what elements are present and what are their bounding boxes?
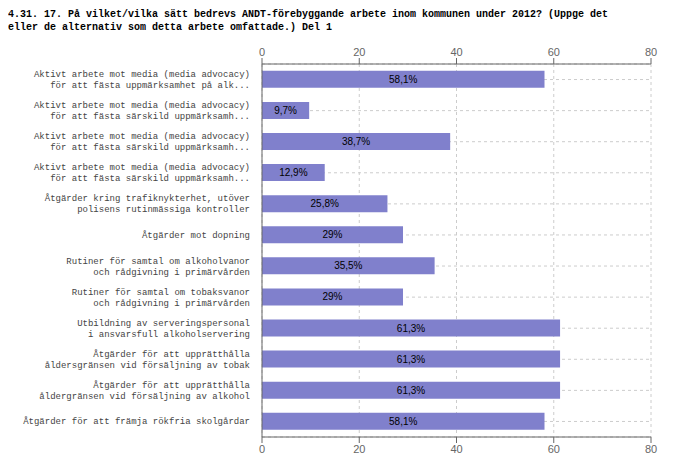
svg-text:Åtgärder mot dopning: Åtgärder mot dopning [142, 230, 250, 241]
svg-text:Aktivt arbete mot media (media: Aktivt arbete mot media (media advocacy)… [34, 101, 250, 122]
svg-text:0: 0 [259, 46, 265, 58]
svg-text:80: 80 [645, 46, 657, 58]
svg-text:Utbildning av serveringsperson: Utbildning av serveringspersonali ansvar… [77, 319, 250, 340]
html-text:eller de alternativ som detta: eller de alternativ som detta arbete omf… [8, 22, 333, 33]
svg-text:25,8%: 25,8% [311, 198, 339, 209]
svg-text:35,5%: 35,5% [334, 260, 362, 271]
svg-text:Åtgärder för att upprätthållaå: Åtgärder för att upprätthållaåldersgräns… [45, 349, 251, 371]
svg-text:Rutiner för samtal om alkoholv: Rutiner för samtal om alkoholvanoroch rå… [66, 257, 250, 278]
svg-text:Åtgärder för att främja rökfri: Åtgärder för att främja rökfria skolgård… [23, 416, 250, 427]
svg-text:9,7%: 9,7% [274, 105, 297, 116]
svg-text:12,9%: 12,9% [279, 167, 307, 178]
svg-text:Åtgärder kring trafiknykterhet: Åtgärder kring trafiknykterhet, utöverpo… [45, 193, 250, 215]
svg-text:0: 0 [259, 443, 265, 455]
svg-text:20: 20 [353, 443, 365, 455]
svg-text:61,3%: 61,3% [397, 354, 425, 365]
svg-text:60: 60 [548, 443, 560, 455]
svg-text:29%: 29% [322, 229, 342, 240]
svg-text:60: 60 [548, 46, 560, 58]
svg-text:20: 20 [353, 46, 365, 58]
svg-text:61,3%: 61,3% [397, 385, 425, 396]
svg-text:Åtgärder för att upprätthållaå: Åtgärder för att upprätthållaåldergränse… [39, 380, 250, 402]
svg-text:58,1%: 58,1% [389, 74, 417, 85]
svg-text:38,7%: 38,7% [342, 136, 370, 147]
svg-text:Aktivt arbete mot media (media: Aktivt arbete mot media (media advocacy)… [34, 132, 250, 153]
svg-text:58,1%: 58,1% [389, 416, 417, 427]
svg-text:Rutiner för samtal om tobaksva: Rutiner för samtal om tobaksvanoroch råd… [72, 288, 250, 309]
svg-text:40: 40 [450, 46, 462, 58]
html-text:4.31. 17. På vilket/vilka sätt: 4.31. 17. På vilket/vilka sätt bedrevs A… [8, 9, 609, 20]
svg-text:61,3%: 61,3% [397, 323, 425, 334]
svg-text:80: 80 [645, 443, 657, 455]
svg-text:Aktivt arbete mot media (media: Aktivt arbete mot media (media advocacy)… [34, 163, 250, 184]
svg-text:29%: 29% [322, 291, 342, 302]
svg-text:40: 40 [450, 443, 462, 455]
svg-text:Aktivt arbete mot media (media: Aktivt arbete mot media (media advocacy)… [34, 70, 250, 91]
